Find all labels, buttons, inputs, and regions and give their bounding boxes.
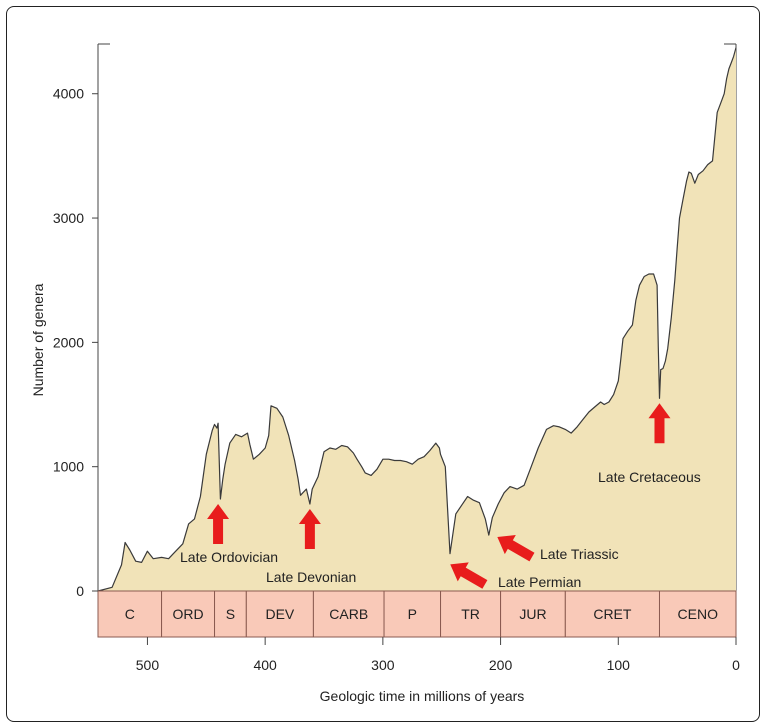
genera-series-line [97, 47, 737, 592]
period-label-ord: ORD [172, 606, 203, 622]
period-label-tr: TR [461, 606, 480, 622]
period-box-cret [564, 590, 660, 638]
y-axis: 0 1000 2000 3000 4000 [53, 86, 98, 599]
period-box-c [97, 590, 163, 638]
late-cretaceous-label: Late Cretaceous [598, 469, 701, 485]
y-tick-label: 3000 [53, 210, 84, 226]
late-permian-arrow-icon [450, 562, 488, 589]
x-tick-label: 100 [607, 657, 631, 673]
x-axis-label: Geologic time in millions of years [320, 688, 525, 704]
x-axis: 500 400 300 200 100 0 [136, 637, 740, 673]
late-cretaceous-arrow-icon [648, 403, 671, 444]
period-box-p [383, 590, 442, 638]
period-label-cret: CRET [593, 606, 632, 622]
y-tick-label: 0 [76, 583, 84, 599]
late-ordovician-arrow-icon [207, 504, 230, 545]
genera-area-fill [98, 47, 736, 591]
y-tick-label: 1000 [53, 459, 84, 475]
x-tick-label: 200 [489, 657, 513, 673]
period-label-s: S [226, 606, 235, 622]
period-box-ceno [658, 590, 737, 638]
period-label-ceno: CENO [678, 606, 719, 622]
period-label-c: C [125, 606, 135, 622]
geologic-period-band: C ORD S DEV CARB P TR JUR CRET CENO [97, 590, 737, 638]
x-tick-label: 500 [136, 657, 160, 673]
period-box-ord [161, 590, 216, 638]
x-tick-label: 400 [253, 657, 277, 673]
period-label-carb: CARB [329, 606, 368, 622]
late-triassic-label: Late Triassic [540, 546, 619, 562]
late-devonian-label: Late Devonian [266, 569, 356, 585]
x-tick-label: 0 [732, 657, 740, 673]
late-permian-label: Late Permian [498, 574, 581, 590]
late-ordovician-label: Late Ordovician [180, 549, 278, 565]
period-box-jur [500, 590, 566, 638]
period-label-jur: JUR [519, 606, 546, 622]
period-label-dev: DEV [265, 606, 294, 622]
late-triassic-arrow-icon [497, 535, 535, 562]
y-axis-label: Number of genera [30, 283, 46, 396]
late-devonian-arrow-icon [298, 508, 321, 549]
extinction-annotations: Late Ordovician Late Devonian Late Permian… [180, 403, 701, 590]
period-label-p: P [408, 606, 417, 622]
y-tick-label: 2000 [53, 334, 84, 350]
period-box-tr [440, 590, 502, 638]
x-tick-label: 300 [371, 657, 395, 673]
period-box-carb [312, 590, 385, 638]
y-tick-label: 4000 [53, 86, 84, 102]
genera-area-series [97, 47, 737, 592]
period-box-s [214, 590, 247, 638]
